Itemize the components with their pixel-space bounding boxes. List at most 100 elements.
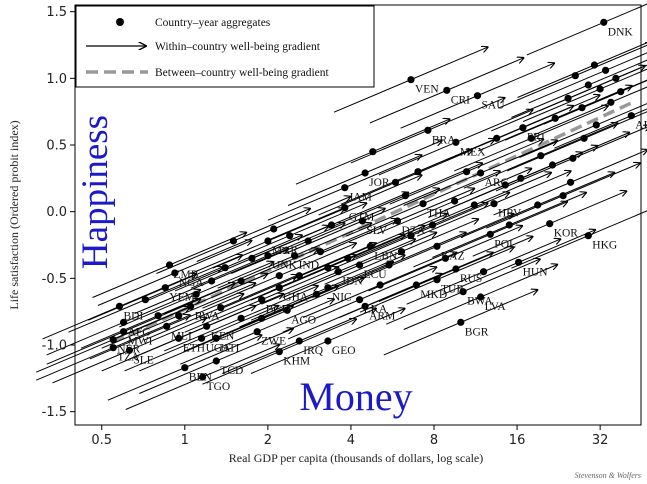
country-label: SLE (133, 354, 153, 366)
country-point (141, 296, 149, 304)
country-point (501, 181, 509, 189)
country-point (341, 184, 349, 192)
country-label: GHA (283, 292, 309, 304)
country-label: RWA (195, 310, 221, 322)
country-label: SAU (482, 100, 506, 112)
country-label: POL (494, 238, 516, 250)
country-point (477, 293, 485, 301)
country-point (407, 76, 415, 84)
country-point (477, 169, 485, 177)
country-point (361, 302, 369, 310)
country-point (391, 178, 400, 186)
country-point (412, 281, 420, 289)
country-point (451, 197, 459, 205)
country-point (334, 268, 342, 276)
country-label: YEM (169, 292, 195, 304)
country-point (258, 314, 266, 322)
country-point (115, 302, 124, 310)
y-tick-label: 0.5 (46, 139, 67, 154)
country-point (567, 178, 575, 186)
happiness-overlay: Happiness (75, 115, 116, 269)
country-label: NER (117, 344, 140, 356)
country-label: UNK (272, 260, 298, 272)
country-label: ZWE (261, 336, 286, 348)
legend-entry-within: Within–country well-being gradient (155, 41, 321, 53)
country-point (493, 134, 501, 142)
country-point (433, 242, 441, 250)
country-point (564, 94, 572, 102)
country-point (163, 322, 171, 330)
country-point (165, 261, 174, 269)
country-point (198, 334, 206, 342)
country-point (361, 169, 369, 177)
country-point (414, 168, 422, 176)
country-point (548, 161, 557, 169)
y-tick-label: -1.0 (42, 339, 67, 354)
country-point (120, 328, 128, 336)
country-point (221, 264, 229, 272)
country-label: HKG (592, 240, 617, 252)
country-point (519, 124, 527, 132)
country-label: THA (427, 208, 451, 220)
country-point (376, 281, 384, 289)
country-point (457, 318, 465, 326)
country-label: TZA (117, 352, 140, 364)
country-label: LVA (485, 301, 507, 313)
country-point (120, 318, 128, 326)
country-label: MLI (171, 330, 192, 342)
credit-text: Stevenson & Wolfers (575, 471, 641, 480)
country-label: GEO (332, 345, 356, 357)
country-point (324, 284, 332, 292)
x-tick-label: 8 (430, 433, 438, 448)
x-tick-label: 16 (509, 433, 526, 448)
country-point (433, 276, 441, 284)
country-label: DNK (608, 26, 634, 38)
x-tick-label: 32 (592, 433, 609, 448)
country-point (109, 336, 117, 344)
x-axis-ticks: 0.5 1 2 4 8 16 32 (91, 425, 608, 448)
country-point (283, 306, 291, 314)
country-point (551, 114, 559, 122)
country-point (428, 221, 437, 229)
country-point (612, 74, 620, 82)
country-point (291, 252, 299, 260)
country-point (229, 237, 237, 245)
country-label: NGA (179, 277, 205, 289)
country-point (443, 86, 451, 94)
country-point (401, 192, 409, 200)
country-point (295, 337, 303, 345)
country-point (397, 248, 406, 256)
country-label: ZMB (174, 269, 199, 281)
country-point (452, 138, 460, 146)
country-point (534, 201, 542, 209)
legend-entry-aggregates: Country–year aggregates (155, 17, 271, 29)
country-point (248, 254, 256, 262)
country-point (515, 258, 523, 266)
country-point (154, 312, 162, 320)
country-point (607, 98, 615, 106)
country-point (237, 277, 245, 285)
country-point (459, 288, 467, 296)
country-point (286, 232, 294, 240)
country-label: ARG (485, 177, 509, 189)
country-point (270, 225, 278, 233)
country-point (569, 154, 577, 162)
country-point (324, 264, 332, 272)
country-point (181, 364, 189, 372)
x-tick-label: 4 (347, 433, 355, 448)
country-point (473, 92, 482, 100)
country-point (258, 296, 266, 304)
y-tick-label: 1.0 (46, 72, 67, 87)
country-point (452, 265, 460, 273)
country-point (304, 237, 312, 245)
country-label: ARM (369, 310, 395, 322)
country-point (369, 148, 377, 156)
country-point (203, 322, 211, 330)
legend-dot-marker (116, 18, 124, 26)
country-point (527, 134, 535, 142)
country-label: SLV (366, 225, 387, 237)
y-tick-label: 1.5 (46, 5, 67, 20)
country-point (324, 337, 332, 345)
country-point (327, 221, 336, 229)
